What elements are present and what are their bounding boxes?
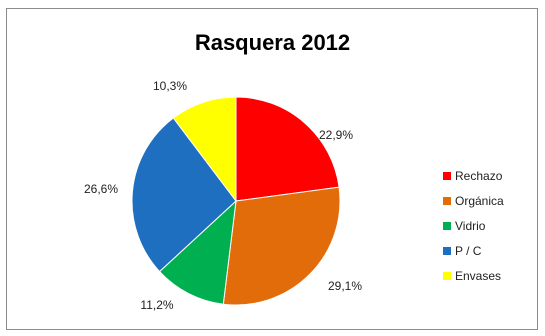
legend-label-2: Vidrio (455, 219, 486, 233)
legend-swatch-0 (443, 172, 451, 180)
data-label-2: 11,2% (140, 298, 173, 312)
legend-label-4: Envases (455, 269, 501, 283)
chart-title: Rasquera 2012 (194, 30, 351, 55)
pie-slice-2 (158, 199, 237, 305)
legend-swatch-3 (443, 247, 451, 255)
pie-slice-1 (222, 186, 341, 306)
pie-slice-0 (235, 96, 340, 202)
pie-slice-3 (131, 117, 237, 273)
pie-slice-4 (172, 96, 237, 203)
legend-swatch-4 (443, 272, 451, 280)
legend-label-3: P / C (455, 244, 482, 258)
data-label-0: 22,9% (319, 128, 353, 142)
legend-label-0: Rechazo (455, 169, 503, 183)
data-label-4: 10,3% (153, 79, 187, 93)
legend-label-1: Orgánica (455, 194, 504, 208)
data-label-1: 29,1% (328, 279, 362, 293)
legend-swatch-2 (443, 222, 451, 230)
legend-swatch-1 (443, 197, 451, 205)
data-label-3: 26,6% (84, 182, 118, 196)
